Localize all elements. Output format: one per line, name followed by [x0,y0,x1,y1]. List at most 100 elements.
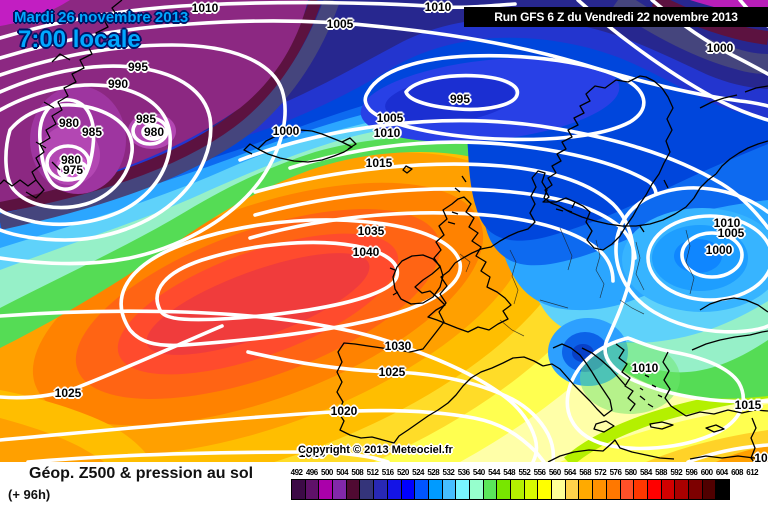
legend-swatch [332,479,347,500]
isobar-label: 1025 [54,386,82,400]
isobar-label: 975 [62,163,84,177]
legend-swatch [605,479,621,500]
legend-value: 500 [321,468,333,477]
legend-swatch [345,479,361,500]
legend-value: 544 [488,468,500,477]
legend-swatch [701,479,717,500]
legend-swatches-row [291,479,764,500]
legend-swatch [523,479,539,500]
legend-swatch [687,479,703,500]
isobar-label: 1000 [705,243,733,257]
legend-swatch [633,479,648,500]
isobar-label: 1015 [365,156,393,170]
legend-value: 532 [442,468,455,477]
legend-value: 548 [503,468,516,477]
isobar-label: 1015 [734,398,762,412]
legend-value: 524 [412,468,425,477]
legend-value: 516 [381,468,394,477]
legend-value: 492 [290,468,303,477]
isobar-label: 1030 [384,339,412,353]
isobar-label: 1040 [352,245,380,259]
legend-swatch [646,479,662,500]
legend-swatch [359,479,375,500]
legend-swatch [441,479,457,500]
legend-value: 528 [427,468,440,477]
legend-value: 600 [700,468,713,477]
legend-value: 536 [457,468,470,477]
legend-value: 596 [685,468,698,477]
legend-value: 572 [594,468,607,477]
legend-swatch [564,479,580,500]
isobar-label: 1010 [713,216,741,230]
footer-bar: Géop. Z500 & pression au sol (+ 96h) 492… [0,462,768,512]
chart-title: Géop. Z500 & pression au sol [29,465,254,482]
isobar-label: 995 [449,92,471,106]
legend-value: 604 [715,468,728,477]
legend-swatch [414,479,429,500]
legend-value: 496 [305,468,318,477]
legend-swatch [715,479,730,500]
legend-value: 584 [639,468,652,477]
valid-date-text: Mardi 26 novembre 2013 [14,9,189,26]
legend-value: 560 [548,468,561,477]
legend-value: 588 [655,468,668,477]
legend-swatch [318,479,334,500]
legend-value: 568 [579,468,592,477]
legend-value: 592 [670,468,683,477]
isobar-label: 990 [107,77,129,91]
legend-swatch [482,479,498,500]
legend-swatch [551,479,566,500]
legend-swatch [455,479,470,500]
legend-swatch [304,479,320,500]
isobar-label: 10 [754,451,768,462]
isobars-layer [0,0,768,462]
legend-swatch [386,479,402,500]
legend-swatch [373,479,388,500]
isobar-label: 1015 [298,446,326,460]
legend-swatch [427,479,443,500]
isobar-label: 1010 [631,361,659,375]
isobar-label: 980 [143,125,165,139]
isobar-label: 1005 [376,111,404,125]
legend-swatch [510,479,525,500]
coastlines-layer [0,0,768,462]
legend-value: 540 [472,468,485,477]
legend-value: 576 [609,468,622,477]
legend-value: 512 [366,468,379,477]
legend-value: 504 [336,468,349,477]
isobar-label: 1000 [272,124,300,138]
weather-map-canvas [0,0,768,462]
copyright-text: Copyright © 2013 Meteociel.fr [298,444,453,456]
isobar-label: 1000 [706,41,734,55]
legend-swatch [496,479,511,500]
legend-swatch [291,479,306,500]
legend-swatch [660,479,676,500]
legend-value: 580 [624,468,637,477]
model-run-bar: Run GFS 6 Z du Vendredi 22 novembre 2013 [464,7,768,27]
isobar-labels-layer: 1010 1010 1005 1000 995 990 995 1005 985 980 1000 9… [54,0,768,462]
isobar-label: 1010 [424,0,452,14]
geopotential-legend: 492 496 500 504 508 512 516 520 524 528 532 536 540 5… [289,468,764,500]
isobar-label: 1005 [717,226,745,240]
legend-swatch [468,479,484,500]
borders-layer [459,227,695,337]
legend-swatch [674,479,689,500]
legend-value: 552 [518,468,531,477]
legend-value: 520 [396,468,409,477]
isobar-label: 1020 [330,404,358,418]
isobar-label: 985 [81,125,103,139]
legend-value: 556 [533,468,546,477]
legend-values-row: 492 496 500 504 508 512 516 520 524 528 532 536 540 5… [289,468,764,477]
legend-swatch [619,479,635,500]
legend-value: 508 [351,468,364,477]
valid-time-text: 7:00 locale [18,26,141,53]
isobar-label: 995 [127,60,149,74]
isobar-label: 1005 [326,17,354,31]
isobar-label: 980 [58,116,80,130]
isobar-label: 1010 [191,1,219,15]
isobar-label: 1010 [373,126,401,140]
isobar-label: 1035 [357,224,385,238]
legend-swatch [592,479,607,500]
forecast-hour: (+ 96h) [8,487,51,502]
isobar-label: 980 [60,153,82,167]
